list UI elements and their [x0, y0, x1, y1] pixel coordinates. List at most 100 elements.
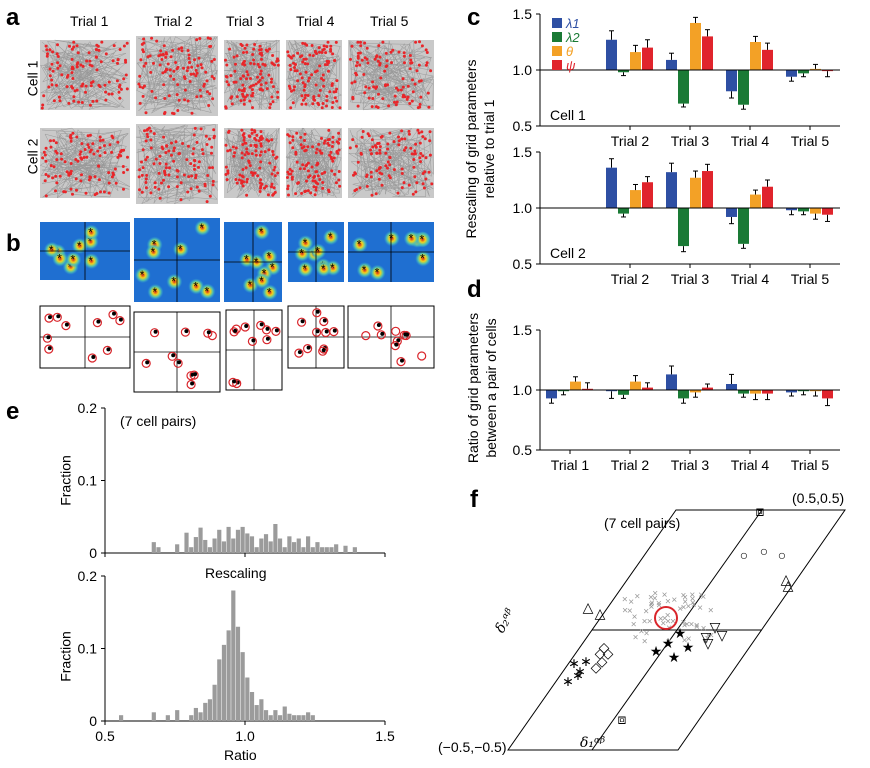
spike-dot — [369, 170, 373, 174]
e-bottom-bin — [249, 692, 255, 721]
spike-dot — [381, 97, 385, 101]
f-symbol: ○ — [760, 543, 768, 559]
spike-dot — [76, 159, 80, 163]
spike-dot — [97, 178, 101, 182]
spike-dot — [313, 49, 317, 53]
f-cross: × — [691, 600, 697, 611]
spike-dot — [107, 80, 111, 84]
spike-dot — [324, 51, 328, 55]
spike-dot — [229, 74, 233, 78]
spike-dot — [424, 48, 428, 52]
spike-dot — [259, 69, 263, 73]
spike-dot — [203, 182, 207, 186]
spike-dot — [74, 177, 78, 181]
spike-dot — [146, 135, 150, 139]
trajectory-map-2-1 — [39, 127, 131, 198]
spike-dot — [309, 191, 313, 195]
spike-dot — [243, 153, 247, 157]
lattice-circle — [321, 327, 331, 338]
grid-fit-2 — [133, 311, 221, 393]
spike-dot — [86, 143, 90, 147]
spike-dot — [413, 82, 417, 86]
spike-dot — [176, 109, 180, 112]
spike-dot — [113, 167, 117, 171]
spike-dot — [301, 60, 305, 64]
spike-dot — [395, 100, 399, 104]
trajectory-map-2-5 — [347, 128, 434, 198]
lattice-circle — [312, 308, 322, 318]
spike-dot — [164, 166, 168, 170]
spike-dot — [370, 138, 374, 142]
spike-dot — [190, 111, 194, 115]
spike-dot — [306, 169, 310, 173]
spike-dot — [350, 81, 354, 85]
lattice-circle — [319, 316, 329, 327]
spike-dot — [70, 47, 74, 51]
spike-dot — [276, 63, 280, 67]
spike-dot — [50, 62, 54, 66]
lattice-circle — [228, 377, 238, 387]
spike-dot — [69, 162, 73, 165]
spike-dot — [250, 131, 254, 135]
f-symbol: ∗ — [580, 653, 592, 669]
spike-dot — [299, 55, 302, 59]
spike-dot — [88, 150, 92, 154]
spike-dot — [303, 42, 307, 46]
lattice-circle — [262, 335, 272, 345]
spike-dot — [144, 61, 148, 65]
spike-dot — [331, 52, 335, 56]
spike-dot — [423, 137, 427, 141]
spike-dot — [234, 62, 237, 66]
spike-dot — [144, 139, 148, 143]
spike-dot — [183, 77, 187, 81]
spike-dot — [322, 141, 326, 145]
spike-dot — [403, 61, 406, 65]
spike-dot — [79, 156, 83, 160]
spike-dot — [288, 63, 292, 67]
spike-dot — [191, 152, 195, 156]
c2-bar — [762, 186, 773, 208]
field-center-star: * — [88, 226, 93, 240]
spike-dot — [152, 162, 156, 166]
spike-dot — [48, 48, 52, 52]
spike-dot — [257, 139, 261, 143]
panel-label-b: b — [6, 230, 21, 257]
e-top-bin — [343, 545, 348, 553]
spike-dot — [245, 150, 249, 154]
spike-dot — [237, 178, 241, 182]
spike-dot — [338, 184, 342, 188]
spike-dot — [388, 163, 392, 167]
c1-x-tick-label: Trial 4 — [731, 133, 770, 149]
d-bar — [558, 390, 569, 392]
spike-dot — [311, 179, 315, 183]
spike-dot — [291, 101, 295, 105]
spike-dot — [195, 71, 199, 75]
spike-dot — [301, 163, 305, 167]
spike-dot — [299, 143, 303, 147]
e-top-bin — [296, 538, 301, 553]
lattice-circle — [391, 326, 401, 336]
spike-dot — [171, 111, 174, 115]
f-cross: × — [682, 592, 688, 603]
field-center-dot — [47, 346, 52, 351]
spike-dot — [385, 64, 389, 68]
spike-dot — [259, 186, 262, 190]
f-symbol: ★ — [662, 635, 675, 651]
spike-dot — [319, 151, 323, 155]
f-symbol: ○ — [778, 547, 786, 563]
spike-dot — [114, 181, 118, 185]
field-center-dot — [405, 332, 410, 337]
field-center-dot — [48, 315, 52, 320]
spike-dot — [80, 173, 83, 177]
e-bottom-y-tick-label: 0.1 — [78, 641, 98, 657]
spike-dot — [117, 90, 121, 94]
e-bottom-bin — [306, 712, 311, 721]
spike-dot — [351, 95, 355, 99]
field-center-dot — [274, 328, 279, 333]
spike-dot — [337, 137, 341, 141]
field-center-star: * — [315, 244, 320, 258]
spike-dot — [91, 142, 95, 146]
spike-dot — [404, 146, 408, 150]
spike-dot — [306, 145, 310, 149]
e-bottom-bin — [203, 702, 208, 721]
